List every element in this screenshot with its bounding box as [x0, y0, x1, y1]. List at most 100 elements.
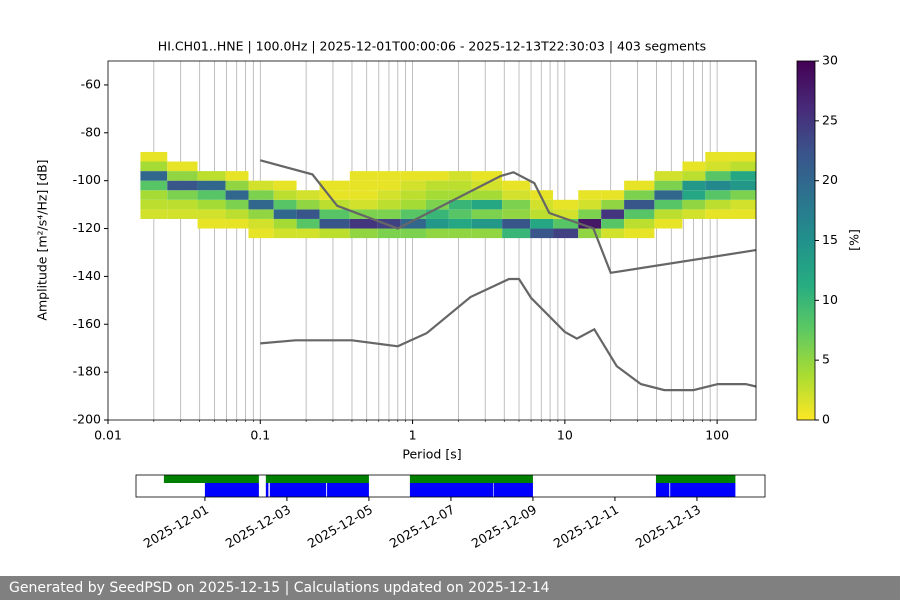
availability-interval	[655, 483, 670, 497]
density-cell	[448, 218, 472, 229]
density-cell	[448, 190, 472, 200]
y-axis-label: Amplitude [m²/s⁴/Hz] [dB]	[35, 159, 50, 320]
density-cell	[225, 190, 249, 200]
density-cell	[349, 228, 378, 239]
density-cell	[682, 171, 706, 181]
density-cell	[377, 199, 401, 210]
y-tick-label: -80	[81, 124, 101, 139]
density-cell	[730, 190, 756, 200]
density-cell	[197, 171, 226, 181]
density-cell	[273, 209, 297, 219]
density-cell	[425, 190, 449, 200]
density-cell	[349, 180, 378, 191]
x-axis-label: Period [s]	[402, 447, 461, 462]
density-cell	[400, 171, 426, 181]
density-cell	[400, 190, 426, 200]
density-cell	[601, 228, 625, 239]
density-cell	[248, 199, 274, 210]
density-cell	[553, 218, 579, 229]
density-cell	[471, 190, 503, 200]
density-cell	[502, 180, 531, 191]
density-cell	[471, 218, 503, 229]
noise-model-line	[260, 277, 757, 392]
density-cell	[140, 209, 168, 219]
y-tick-label: -120	[73, 220, 101, 235]
density-cell	[248, 190, 274, 200]
y-tick-label: -100	[73, 172, 101, 187]
density-cell	[248, 209, 274, 219]
x-tick-label: 2025-12-05	[305, 502, 375, 551]
density-cell	[502, 190, 531, 200]
density-cell	[624, 180, 655, 191]
density-cell	[167, 199, 198, 210]
density-cell	[705, 199, 731, 210]
density-cell	[248, 180, 274, 191]
density-cell	[448, 171, 472, 181]
density-cell	[624, 228, 655, 239]
density-cell	[225, 171, 249, 181]
density-cell	[167, 190, 198, 200]
density-cell	[448, 228, 472, 239]
density-cell	[601, 209, 625, 219]
density-cell	[377, 171, 401, 181]
density-cell	[578, 190, 602, 200]
density-cell	[624, 209, 655, 219]
density-cell	[705, 209, 731, 219]
availability-interval	[269, 483, 327, 497]
density-cell	[140, 171, 168, 181]
availability-interval	[265, 475, 369, 483]
density-cell	[225, 218, 249, 229]
density-cell	[530, 218, 554, 229]
density-cell	[140, 151, 168, 162]
density-cell	[601, 199, 625, 210]
density-cell	[553, 199, 579, 210]
x-tick-label: 0.01	[94, 428, 122, 443]
density-cell	[654, 218, 683, 229]
x-tick-label: 2025-12-03	[223, 502, 293, 551]
density-cell	[400, 218, 426, 229]
x-tick-label: 2025-12-13	[633, 502, 703, 551]
density-cell	[248, 228, 274, 239]
density-cell	[425, 199, 449, 210]
availability-interval	[204, 483, 259, 497]
density-cell	[167, 161, 198, 172]
density-cell	[225, 180, 249, 191]
density-cell	[705, 171, 731, 181]
density-cell	[448, 199, 472, 210]
density-cell	[682, 190, 706, 200]
chart-title: HI.CH01..HNE | 100.0Hz | 2025-12-01T00:0…	[158, 39, 706, 54]
density-cell	[296, 218, 320, 229]
plot-frame	[107, 60, 757, 421]
density-cell	[319, 180, 350, 191]
footer: Generated by SeedPSD on 2025-12-15 | Cal…	[0, 576, 900, 600]
density-cell	[197, 218, 226, 229]
density-cell	[624, 190, 655, 200]
density-cell	[530, 190, 554, 200]
colorbar-tick-label: 20	[822, 172, 838, 187]
density-cell	[502, 209, 531, 219]
density-cell	[140, 199, 168, 210]
density-cell	[502, 199, 531, 210]
density-cell	[225, 199, 249, 210]
density-cell	[502, 228, 531, 239]
density-cell	[682, 199, 706, 210]
density-cell	[273, 180, 297, 191]
availability-interval	[327, 483, 369, 497]
x-tick-label: 10	[557, 428, 573, 443]
density-cell	[705, 151, 731, 162]
density-cell	[425, 209, 449, 219]
density-cell	[197, 190, 226, 200]
y-tick-label: -200	[73, 412, 101, 427]
density-cell	[140, 180, 168, 191]
density-cell	[705, 190, 731, 200]
density-cell	[349, 218, 378, 229]
density-cell	[705, 180, 731, 191]
colorbar-tick-label: 25	[822, 112, 838, 127]
availability-interval	[493, 483, 533, 497]
density-cell	[471, 228, 503, 239]
colorbar-tick-label: 30	[822, 53, 838, 68]
density-cell	[319, 209, 350, 219]
density-cell	[578, 199, 602, 210]
availability-interval	[409, 475, 533, 483]
colorbar-label: [%]	[847, 229, 862, 251]
